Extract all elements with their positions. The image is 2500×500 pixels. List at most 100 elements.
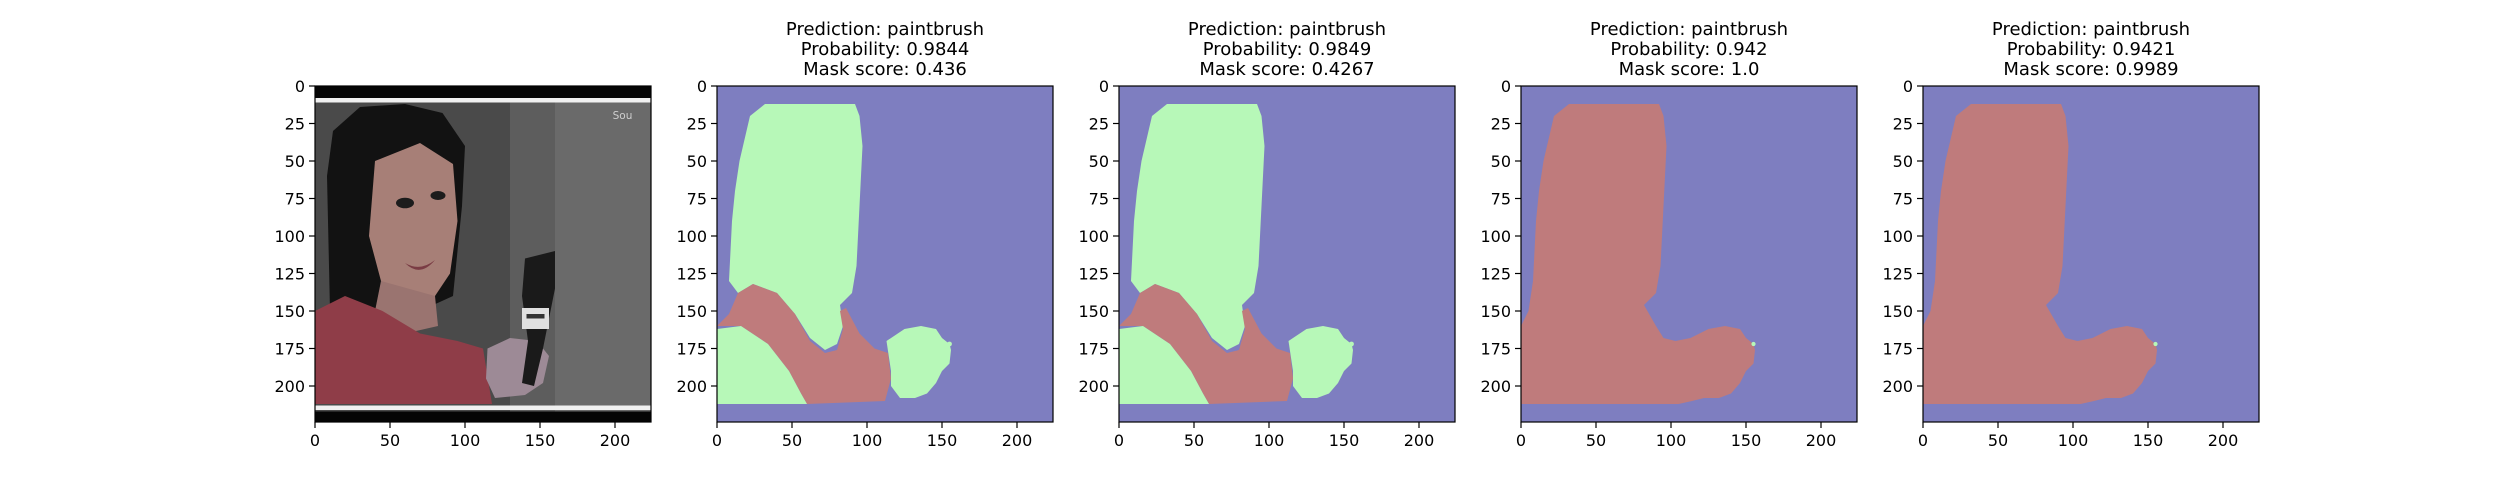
y-tick-label: 125 [1480,265,1511,284]
y-tick-label: 75 [1491,190,1511,209]
mask-score-label: Mask score: 0.436 [803,59,967,80]
x-tick-label: 50 [1988,431,2008,450]
axes-frame [1520,85,1858,423]
y-tick-label: 50 [687,152,707,171]
y-tick-label: 150 [676,302,707,321]
x-tick-label: 50 [380,431,400,450]
y-tick-label: 125 [1078,265,1109,284]
y-tick-label: 0 [1099,77,1109,96]
x-tick-label: 200 [600,431,631,450]
axes-frame [314,85,652,423]
x-tick-label: 150 [1329,431,1360,450]
probability-label: Probability: 0.9849 [1203,39,1372,60]
y-tick-label: 75 [285,190,305,209]
x-tick-label: 50 [1184,431,1204,450]
y-tick-label: 200 [1078,377,1109,396]
y-tick-label: 25 [1089,115,1109,134]
mask-overlay [1923,86,2259,422]
x-tick-label: 0 [1516,431,1526,450]
mask-score-label: Mask score: 1.0 [1619,59,1760,80]
y-tick-label: 150 [274,302,305,321]
y-tick-label: 175 [1480,340,1511,359]
y-tick-label: 75 [687,190,707,209]
x-tick-label: 0 [1114,431,1124,450]
y-tick-label: 25 [1491,115,1511,134]
mask-score-label: Mask score: 0.9989 [2003,59,2178,80]
mask-score-label: Mask score: 0.4267 [1199,59,1374,80]
y-tick-label: 100 [1480,227,1511,246]
y-tick-label: 0 [1501,77,1511,96]
y-tick-label: 100 [274,227,305,246]
y-tick-label: 100 [1882,227,1913,246]
x-tick-label: 0 [712,431,722,450]
prediction-label: Prediction: paintbrush [1590,19,1788,40]
y-tick-label: 50 [285,152,305,171]
y-tick-label: 100 [676,227,707,246]
x-tick-label: 200 [1806,431,1837,450]
x-tick-label: 200 [1002,431,1033,450]
x-tick-label: 150 [927,431,958,450]
probability-label: Probability: 0.9844 [801,39,970,60]
x-tick-label: 0 [1918,431,1928,450]
mask-overlay [717,86,1053,422]
y-tick-label: 25 [1893,115,1913,134]
y-tick-label: 75 [1089,190,1109,209]
x-tick-label: 0 [310,431,320,450]
x-tick-label: 150 [2133,431,2164,450]
x-tick-label: 100 [450,431,481,450]
y-tick-label: 25 [687,115,707,134]
y-tick-label: 0 [1903,77,1913,96]
y-tick-label: 150 [1078,302,1109,321]
x-tick-label: 100 [2058,431,2089,450]
y-tick-label: 200 [274,377,305,396]
x-tick-label: 100 [1656,431,1687,450]
prediction-label: Prediction: paintbrush [786,19,984,40]
y-tick-label: 150 [1882,302,1913,321]
axes-frame [1118,85,1456,423]
y-tick-label: 100 [1078,227,1109,246]
x-tick-label: 150 [1731,431,1762,450]
y-tick-label: 200 [1480,377,1511,396]
photo-of-person-holding-paintbrush: Sou [315,86,651,422]
y-tick-label: 175 [1882,340,1913,359]
y-tick-label: 50 [1893,152,1913,171]
y-tick-label: 175 [274,340,305,359]
axes-frame [716,85,1054,423]
x-tick-label: 200 [2208,431,2239,450]
mask-overlay [1119,86,1455,422]
x-tick-label: 150 [525,431,556,450]
y-tick-label: 125 [1882,265,1913,284]
y-tick-label: 175 [1078,340,1109,359]
y-tick-label: 75 [1893,190,1913,209]
input-image-panel: Sou 0 50 100 150 200 0 25 50 75 100 125 150 175 200 [274,77,652,450]
y-tick-label: 0 [295,77,305,96]
y-tick-label: 25 [285,115,305,134]
y-tick-label: 50 [1491,152,1511,171]
y-tick-label: 125 [676,265,707,284]
axes-frame [1922,85,2260,423]
x-tick-label: 50 [782,431,802,450]
probability-label: Probability: 0.942 [1610,39,1767,60]
prediction-label: Prediction: paintbrush [1992,19,2190,40]
x-tick-label: 50 [1586,431,1606,450]
y-tick-label: 200 [1882,377,1913,396]
y-tick-label: 175 [676,340,707,359]
x-tick-label: 100 [1254,431,1285,450]
y-tick-label: 0 [697,77,707,96]
x-tick-label: 200 [1404,431,1435,450]
y-tick-label: 125 [274,265,305,284]
watermark: Sou [613,110,633,122]
y-tick-label: 200 [676,377,707,396]
x-tick-label: 100 [852,431,883,450]
y-tick-label: 50 [1089,152,1109,171]
probability-label: Probability: 0.9421 [2007,39,2176,60]
prediction-label: Prediction: paintbrush [1188,19,1386,40]
mask-overlay [1521,86,1857,422]
y-tick-label: 150 [1480,302,1511,321]
